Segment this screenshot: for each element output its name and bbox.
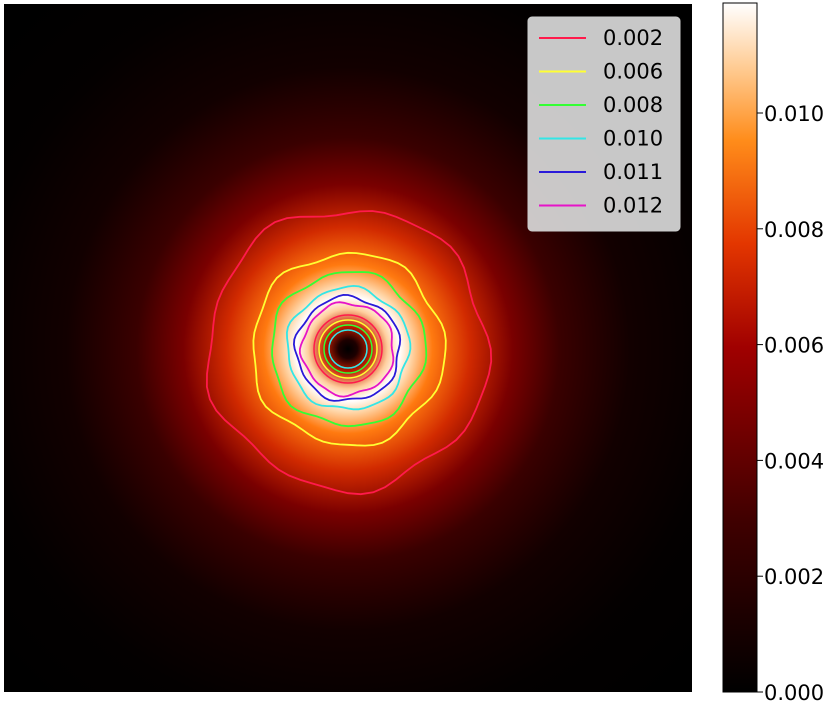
- contour-lines: [205, 210, 493, 496]
- contour-0.002: [205, 210, 493, 496]
- colorbar-tick-label: 0.008: [764, 218, 824, 242]
- legend-label-0.011: 0.011: [603, 160, 663, 184]
- contour-0.010: [285, 284, 412, 411]
- colorbar-ticks: 0.000 0.002 0.004 0.006 0.008 0.010: [757, 102, 824, 705]
- contour-inner-0.002: [313, 314, 383, 384]
- contour-inner-0.006: [318, 319, 378, 379]
- contour-inner-0.010: [328, 329, 368, 369]
- colorbar: 0.000 0.002 0.004 0.006 0.008 0.010: [722, 2, 824, 705]
- colorbar-tick-label: 0.000: [764, 681, 824, 705]
- colorbar-tick-label: 0.004: [764, 449, 824, 473]
- contour-0.008: [271, 271, 428, 428]
- colorbar-tick-label: 0.006: [764, 334, 824, 358]
- contour-0.012: [298, 301, 395, 398]
- contour-0.006: [252, 251, 447, 447]
- colorbar-tick-label: 0.010: [764, 102, 824, 126]
- contour-0.011: [292, 293, 402, 402]
- legend-entries: 0.002 0.006 0.008 0.010 0.011 0.012: [539, 26, 663, 218]
- legend-label-0.008: 0.008: [603, 93, 663, 117]
- legend: 0.002 0.006 0.008 0.010 0.011 0.012: [527, 16, 681, 232]
- colorbar-tick-label: 0.002: [764, 565, 824, 589]
- legend-label-0.012: 0.012: [603, 194, 663, 218]
- legend-label-0.002: 0.002: [603, 26, 663, 50]
- colorbar-gradient: [722, 2, 758, 693]
- legend-label-0.010: 0.010: [603, 127, 663, 151]
- contour-inner-0.008: [323, 324, 373, 374]
- legend-label-0.006: 0.006: [603, 60, 663, 84]
